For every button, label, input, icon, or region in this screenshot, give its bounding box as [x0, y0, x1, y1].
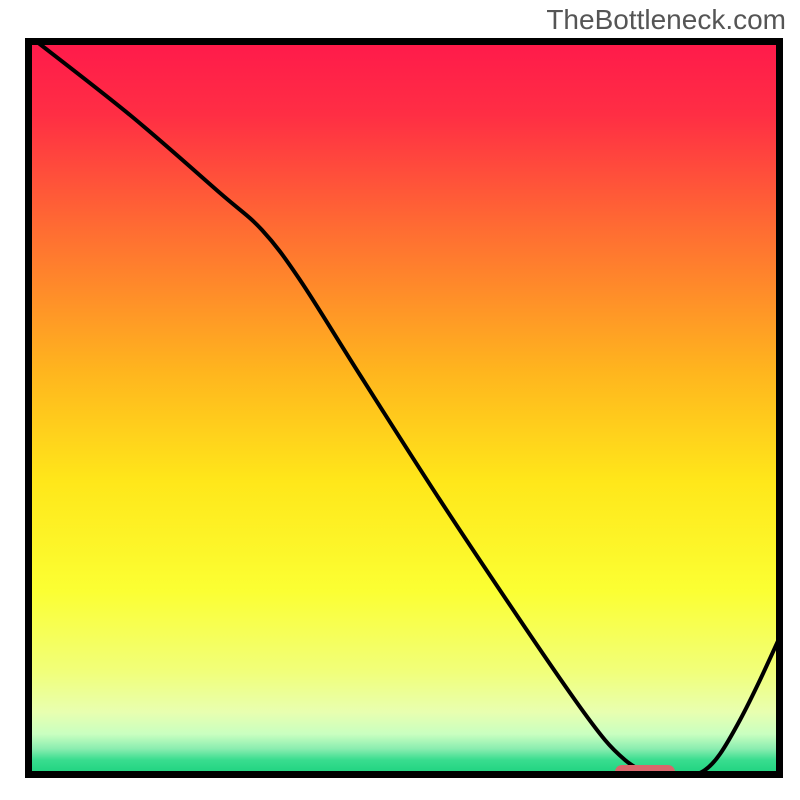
chart-svg — [0, 0, 800, 800]
gradient-background — [29, 42, 780, 775]
chart-frame: TheBottleneck.com — [0, 0, 800, 800]
watermark-text: TheBottleneck.com — [546, 4, 786, 36]
